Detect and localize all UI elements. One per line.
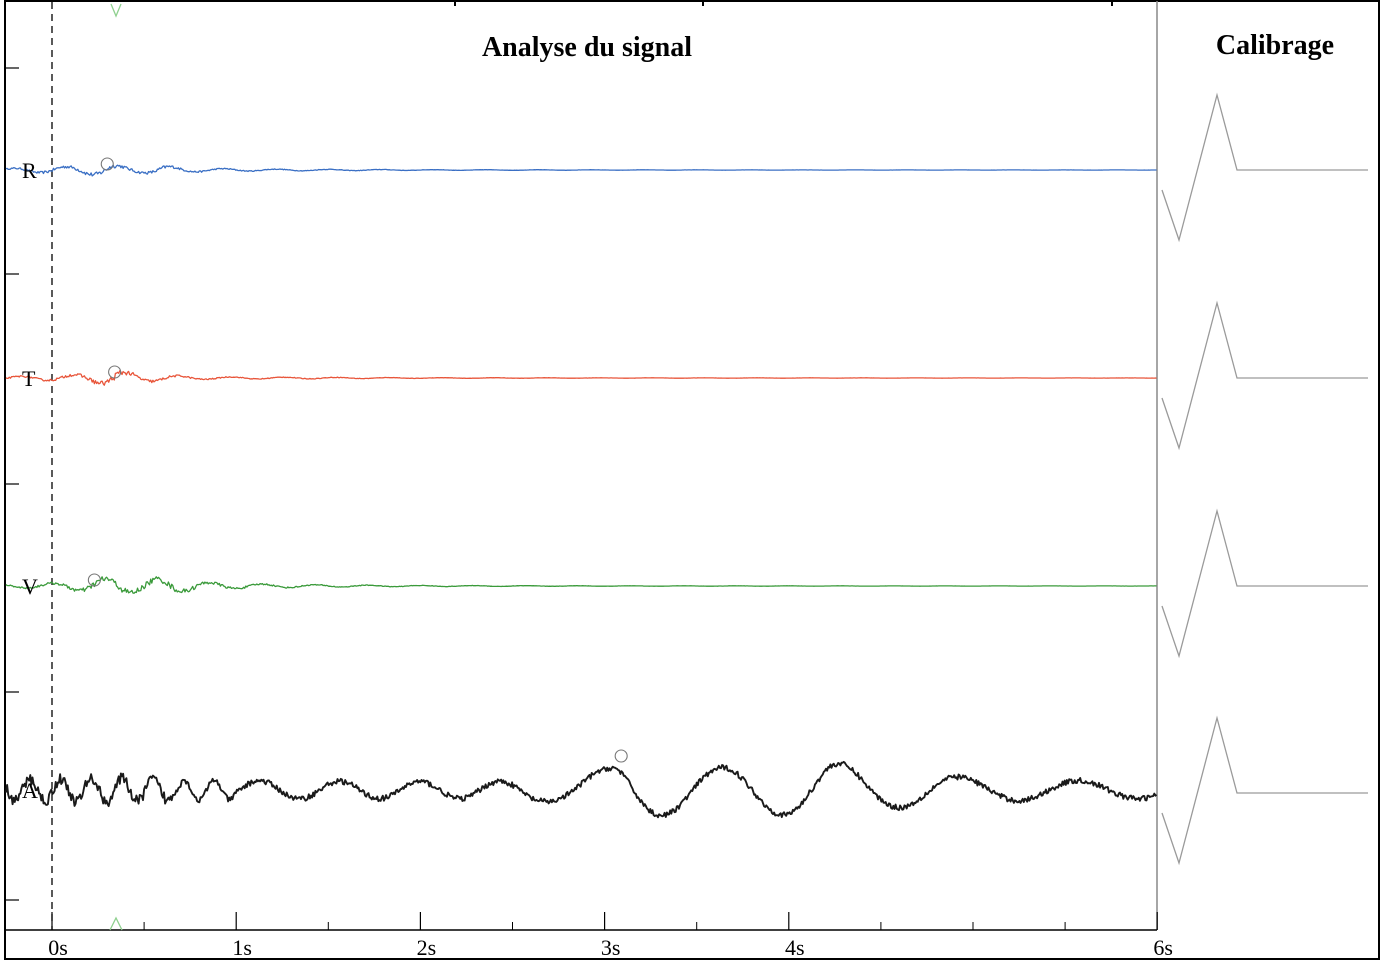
plot-frame [4, 0, 1380, 960]
main-title: Analyse du signal [482, 32, 692, 63]
x-tick-label: 2s [417, 935, 437, 960]
calibration-pulse-T [1161, 300, 1368, 451]
pick-marker-A [614, 749, 628, 763]
pick-marker-R [100, 157, 114, 171]
x-ticks: 0s 1s 2s 3s 4s 6s [48, 912, 1173, 960]
calibration-pulse-V [1161, 508, 1368, 659]
left-ticks [5, 67, 19, 901]
trace-R [5, 164, 1157, 177]
x-tick-label: 4s [785, 935, 805, 960]
x-tick-label: 6s [1153, 935, 1173, 960]
trigger-marker-bottom [109, 916, 123, 931]
x-tick-label: 1s [232, 935, 252, 960]
trace-A [5, 760, 1158, 819]
pick-marker-T [108, 365, 122, 379]
calibration-pulse-A [1161, 715, 1368, 866]
calibration-pulse-R [1161, 92, 1368, 243]
x-tick-label: 0s [48, 935, 68, 960]
channel-label-R: R [22, 158, 37, 183]
trigger-marker-top [110, 3, 122, 18]
traces: R T V A [5, 157, 1158, 819]
channel-label-A: A [22, 778, 38, 803]
calibration-pulses [1161, 92, 1368, 866]
pick-marker-V [87, 573, 101, 587]
channel-label-T: T [22, 366, 36, 391]
x-tick-label: 3s [601, 935, 621, 960]
channel-label-V: V [22, 574, 38, 599]
trace-V [5, 576, 1157, 594]
calibration-title: Calibrage [1216, 30, 1334, 61]
trace-T [5, 370, 1157, 386]
trigger-markers [109, 3, 123, 931]
